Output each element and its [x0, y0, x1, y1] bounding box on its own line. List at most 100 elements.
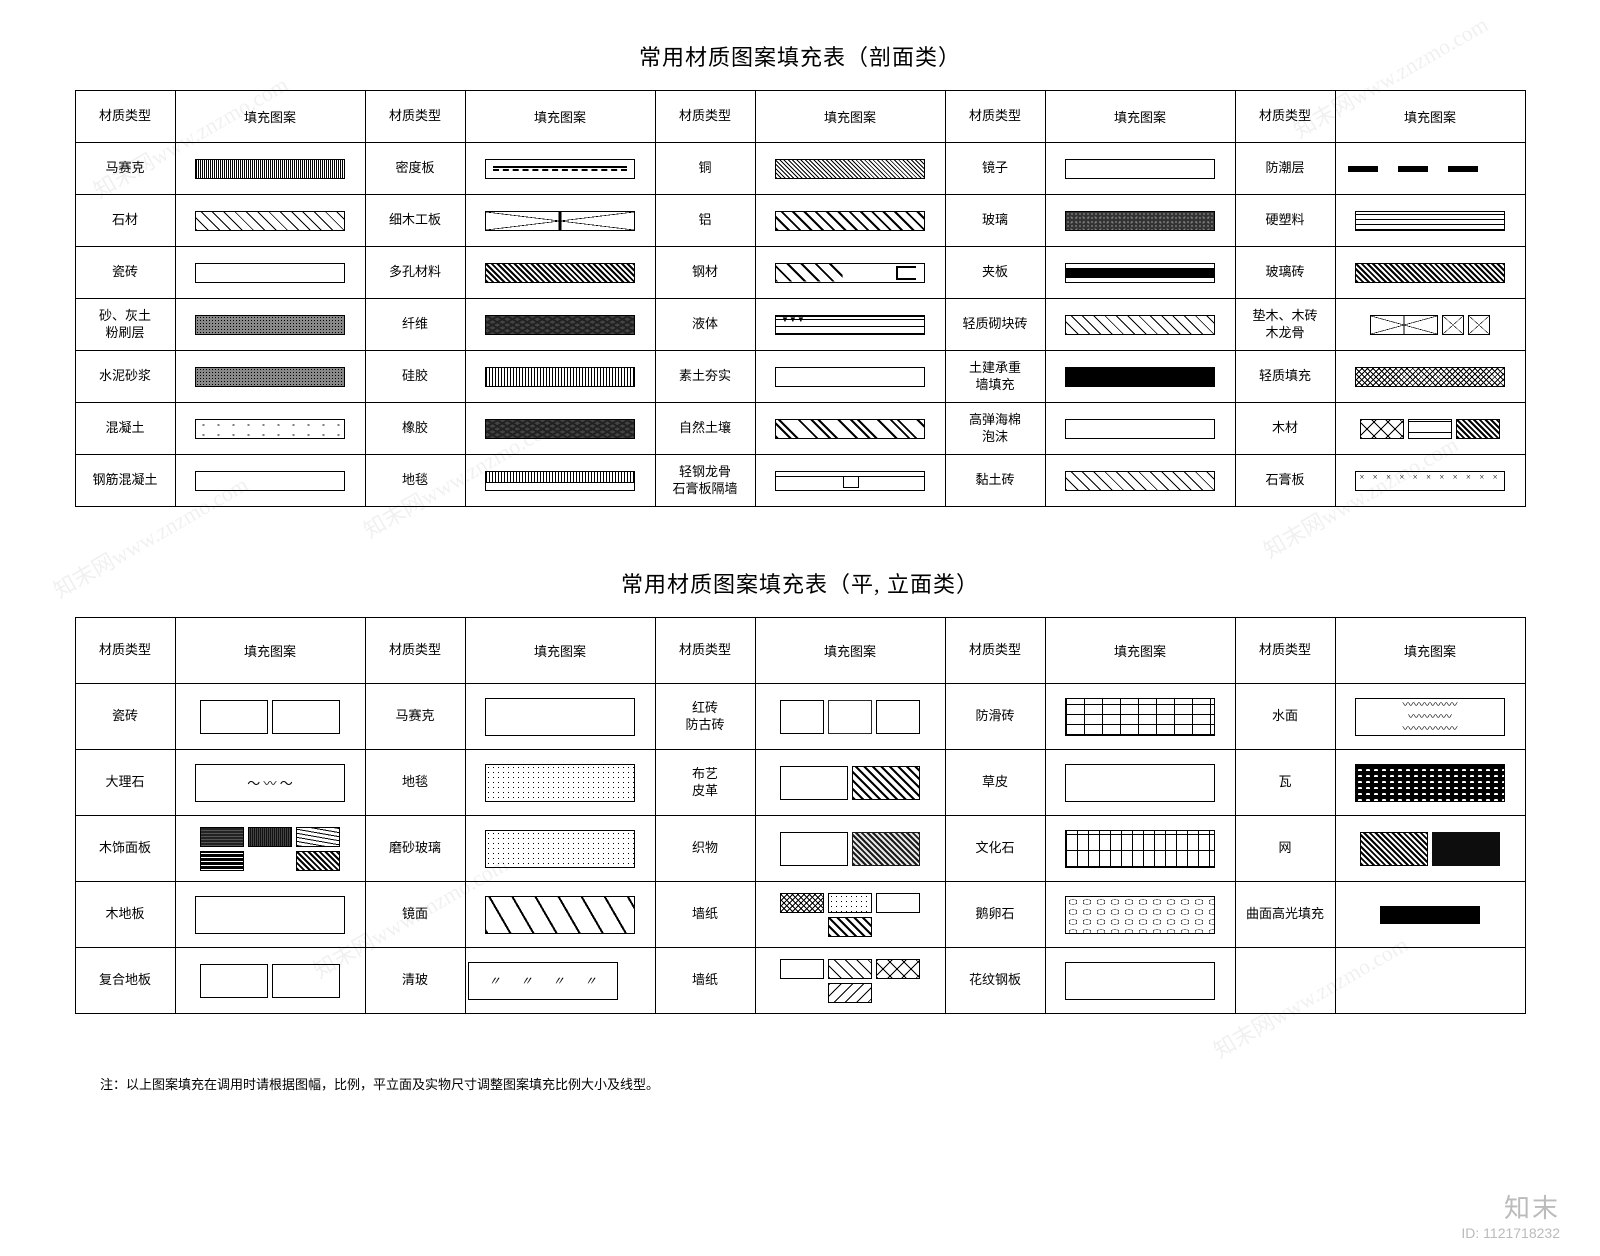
- pattern-cell: [1335, 455, 1525, 507]
- pattern-swatch: [1065, 471, 1215, 491]
- pattern-swatch: [1338, 159, 1488, 179]
- table-row: 砂、灰土粉刷层纤维液体轻质砌块砖垫木、木砖木龙骨: [75, 299, 1525, 351]
- pattern-cell: [175, 143, 365, 195]
- pattern-cell: [175, 247, 365, 299]
- pattern-cell: [1335, 143, 1525, 195]
- pattern-swatch: [195, 159, 345, 179]
- material-label: 石材: [75, 195, 175, 247]
- material-label: 马赛克: [365, 684, 465, 750]
- pattern-swatch: [1065, 830, 1215, 868]
- title-section: 常用材质图案填充表（剖面类）: [70, 40, 1530, 72]
- pattern-cell: [1045, 403, 1235, 455]
- pattern-swatch: [1355, 471, 1505, 491]
- pattern-cell: 〃〃〃〃: [465, 948, 655, 1014]
- pattern-swatch: [195, 896, 345, 934]
- pattern-cell: [755, 948, 945, 1014]
- material-label: 混凝土: [75, 403, 175, 455]
- pattern-cell: [465, 351, 655, 403]
- watermark-corner: 知末 ID: 1121718232: [1461, 1188, 1560, 1241]
- pattern-cell: [755, 195, 945, 247]
- pattern-swatch: [485, 211, 635, 231]
- pattern-swatch: [178, 964, 363, 998]
- material-label: 草皮: [945, 750, 1045, 816]
- material-label: 细木工板: [365, 195, 465, 247]
- pattern-swatch: [1065, 962, 1215, 1000]
- pattern-cell: [175, 195, 365, 247]
- material-label: 高弹海棉泡沫: [945, 403, 1045, 455]
- pattern-cell: [1335, 195, 1525, 247]
- pattern-swatch: [775, 471, 925, 491]
- material-label: 砂、灰土粉刷层: [75, 299, 175, 351]
- pattern-cell: [1045, 684, 1235, 750]
- pattern-cell: [755, 816, 945, 882]
- watermark-id: ID: 1121718232: [1461, 1225, 1560, 1241]
- material-label: 红砖防古砖: [655, 684, 755, 750]
- pattern-cell: [175, 455, 365, 507]
- pattern-swatch: [758, 700, 943, 734]
- material-label: 防潮层: [1235, 143, 1335, 195]
- pattern-cell: [1045, 351, 1235, 403]
- pattern-swatch: [195, 471, 345, 491]
- material-label: 文化石: [945, 816, 1045, 882]
- material-label: 镜子: [945, 143, 1045, 195]
- material-label: 轻质砌块砖: [945, 299, 1045, 351]
- pattern-swatch: [1355, 211, 1505, 231]
- material-label: 轻质填充: [1235, 351, 1335, 403]
- pattern-cell: [175, 351, 365, 403]
- pattern-cell: [175, 948, 365, 1014]
- material-label: 玻璃砖: [1235, 247, 1335, 299]
- pattern-swatch: [758, 832, 943, 866]
- pattern-cell: [175, 403, 365, 455]
- pattern-cell: [1335, 684, 1525, 750]
- pattern-swatch: [1380, 896, 1480, 934]
- pattern-cell: [755, 684, 945, 750]
- pattern-cell: [1335, 816, 1525, 882]
- pattern-cell: [175, 750, 365, 816]
- material-label: 钢材: [655, 247, 755, 299]
- material-label: 大理石: [75, 750, 175, 816]
- material-label: 轻钢龙骨石膏板隔墙: [655, 455, 755, 507]
- table-row: 木地板镜面墙纸鹅卵石曲面高光填充: [75, 882, 1525, 948]
- pattern-swatch: [775, 367, 925, 387]
- pattern-cell: [1045, 816, 1235, 882]
- pattern-swatch: [485, 315, 635, 335]
- pattern-cell: [465, 882, 655, 948]
- material-label: 液体: [655, 299, 755, 351]
- pattern-swatch: [775, 263, 925, 283]
- material-label: 纤维: [365, 299, 465, 351]
- table-row: 钢筋混凝土地毯轻钢龙骨石膏板隔墙黏土砖石膏板: [75, 455, 1525, 507]
- pattern-swatch: 〃〃〃〃: [468, 962, 618, 1000]
- pattern-swatch: [485, 896, 635, 934]
- pattern-cell: [465, 299, 655, 351]
- table-row: 瓷砖多孔材料钢材夹板玻璃砖: [75, 247, 1525, 299]
- material-label: 防滑砖: [945, 684, 1045, 750]
- material-label: 地毯: [365, 750, 465, 816]
- pattern-swatch: [1338, 315, 1523, 335]
- pattern-cell: [175, 299, 365, 351]
- pattern-swatch: [1338, 419, 1523, 439]
- pattern-cell: [465, 195, 655, 247]
- pattern-swatch: [485, 764, 635, 802]
- material-label: 石膏板: [1235, 455, 1335, 507]
- pattern-cell: [1335, 750, 1525, 816]
- pattern-swatch: [775, 315, 925, 335]
- material-label: 木材: [1235, 403, 1335, 455]
- table-row: 混凝土橡胶自然土壤高弹海棉泡沫木材: [75, 403, 1525, 455]
- pattern-cell: [755, 750, 945, 816]
- pattern-swatch: [1065, 315, 1215, 335]
- pattern-swatch: [1065, 159, 1215, 179]
- material-label: 花纹钢板: [945, 948, 1045, 1014]
- pattern-swatch: [1355, 698, 1505, 736]
- table-section: 材质类型填充图案 材质类型填充图案 材质类型填充图案 材质类型填充图案 材质类型…: [75, 90, 1526, 507]
- pattern-cell: [1045, 143, 1235, 195]
- pattern-swatch: [195, 764, 345, 802]
- material-label: 橡胶: [365, 403, 465, 455]
- table-header-row: 材质类型填充图案 材质类型填充图案 材质类型填充图案 材质类型填充图案 材质类型…: [75, 618, 1525, 684]
- material-label: 玻璃: [945, 195, 1045, 247]
- pattern-swatch: [1065, 211, 1215, 231]
- material-label: 土建承重墙填充: [945, 351, 1045, 403]
- table-header-row: 材质类型填充图案 材质类型填充图案 材质类型填充图案 材质类型填充图案 材质类型…: [75, 91, 1525, 143]
- pattern-swatch: [1355, 367, 1505, 387]
- material-label: 鹅卵石: [945, 882, 1045, 948]
- pattern-swatch: [1065, 698, 1215, 736]
